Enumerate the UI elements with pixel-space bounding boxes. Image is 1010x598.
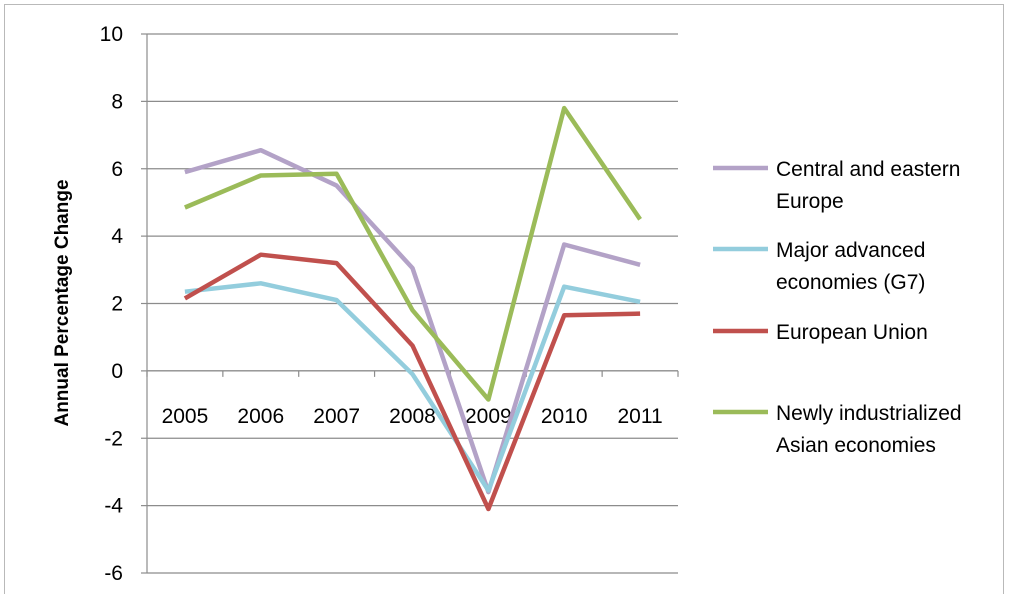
axes [141, 33, 679, 574]
y-tick-labels: 10 8 6 4 2 0 -2 -4 -6 [100, 23, 124, 585]
legend-item: European Union [713, 321, 928, 344]
x-tick-label: 2007 [313, 405, 360, 428]
y-tick-label: 6 [111, 158, 123, 181]
x-tick-label: 2010 [541, 405, 588, 428]
y-tick-label: -2 [104, 427, 123, 450]
x-tick-label: 2009 [465, 405, 512, 428]
x-tick-label: 2011 [617, 405, 662, 428]
legend-label: Newly industrialized [776, 402, 962, 425]
series-line [184, 281, 641, 493]
y-tick-label: -4 [104, 495, 123, 518]
y-tick-label: 4 [111, 225, 123, 248]
legend-label: Major advanced [776, 239, 925, 262]
x-tick-labels: 2005 2006 2007 2008 2009 2010 2011 [162, 405, 663, 428]
y-tick-label: 10 [100, 23, 123, 46]
x-tick-label: 2005 [162, 405, 209, 428]
y-tick-label: 2 [111, 293, 123, 316]
y-axis-title: Annual Percentage Change [52, 179, 73, 426]
series-lines [183, 105, 642, 512]
x-tick-label: 2006 [237, 405, 284, 428]
series-line [183, 252, 641, 512]
legend-label: Asian economies [776, 434, 936, 457]
x-tick-label: 2008 [389, 405, 436, 428]
y-tick-label: 8 [111, 90, 123, 113]
legend-label: Central and eastern [776, 158, 960, 181]
legend-item: Major advanced economies (G7) [713, 239, 925, 294]
y-tick-label: 0 [111, 360, 123, 383]
legend: Central and eastern Europe Major advanced e… [713, 158, 962, 457]
legend-label: economies (G7) [776, 271, 925, 294]
y-tick-label: -6 [104, 562, 123, 585]
legend-label: European Union [776, 321, 928, 344]
legend-item: Central and eastern Europe [713, 158, 960, 213]
legend-label: Europe [776, 190, 844, 213]
series-line [184, 147, 641, 495]
grid-lines [147, 33, 678, 574]
chart-frame [4, 4, 1004, 594]
legend-item: Newly industrialized Asian economies [713, 402, 962, 457]
series-line [184, 105, 642, 402]
